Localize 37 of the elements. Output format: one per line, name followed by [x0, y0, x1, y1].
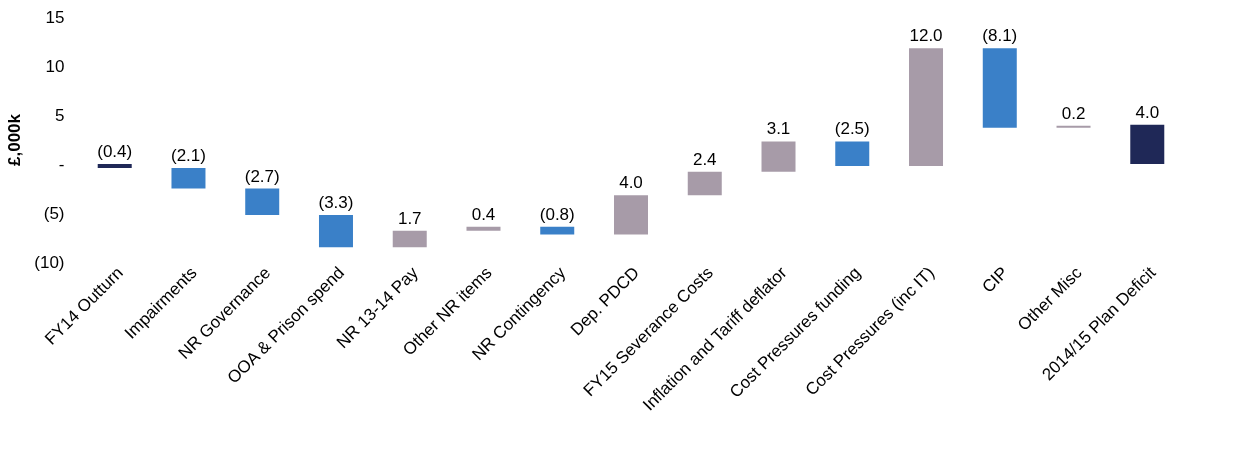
- bar: [245, 188, 280, 215]
- data-label: 3.1: [766, 119, 791, 139]
- y-tick-label: 15: [45, 7, 65, 27]
- data-label: 1.7: [397, 208, 422, 228]
- data-label: (3.3): [318, 192, 354, 212]
- data-label: 0.4: [471, 204, 496, 224]
- data-label: 12.0: [909, 26, 943, 46]
- data-label: (2.7): [244, 166, 280, 186]
- bar: [614, 195, 648, 235]
- x-tick-label: CIP: [978, 263, 1012, 297]
- y-axis-title: £,000k: [5, 113, 25, 166]
- bar: [1130, 124, 1165, 164]
- y-tick-label: (5): [43, 203, 65, 223]
- bar: [97, 164, 132, 168]
- data-label: 4.0: [619, 173, 643, 193]
- data-label: (2.1): [170, 145, 206, 165]
- y-tick-label: 5: [55, 105, 65, 125]
- data-label: 4.0: [1135, 102, 1160, 122]
- y-tick-label: -: [58, 154, 65, 174]
- bar: [540, 226, 575, 235]
- bar: [466, 226, 501, 231]
- y-tick-label: (10): [34, 252, 65, 272]
- data-label: (0.8): [539, 204, 575, 224]
- data-label: (8.1): [982, 26, 1018, 46]
- bar: [687, 171, 722, 196]
- bar: [318, 214, 353, 248]
- bar: [171, 167, 206, 189]
- data-label: (0.4): [97, 142, 133, 161]
- y-tick-label: 10: [45, 56, 65, 76]
- bar: [761, 141, 796, 172]
- bar: [392, 230, 427, 248]
- bar: [909, 48, 944, 166]
- bar: [982, 48, 1017, 128]
- data-label: 2.4: [692, 149, 717, 169]
- bar: [835, 141, 870, 166]
- data-label: (2.5): [834, 119, 870, 139]
- data-label: 0.2: [1061, 103, 1086, 123]
